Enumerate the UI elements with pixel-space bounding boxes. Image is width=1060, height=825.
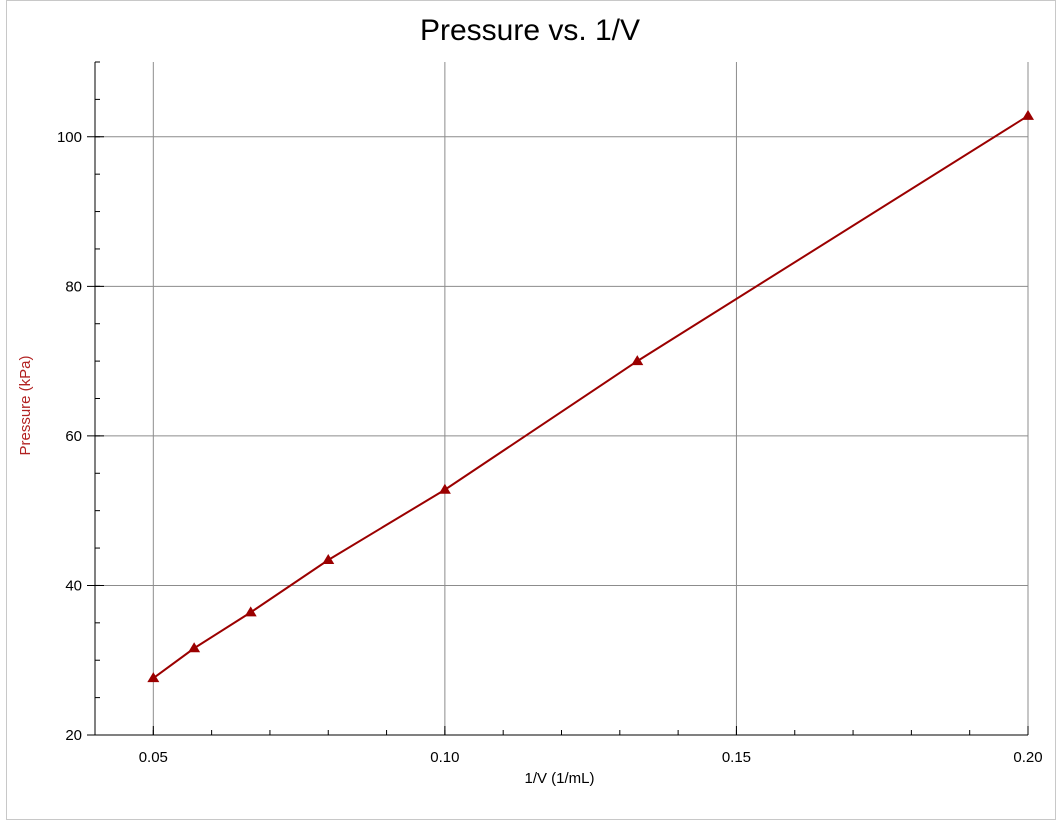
grid [95, 62, 1029, 735]
x-tick-label: 0.20 [1013, 749, 1042, 766]
x-tick-label: 0.05 [139, 749, 168, 766]
data-point-marker [188, 642, 201, 653]
data-point-marker [1022, 109, 1034, 120]
axes: 0.05 0.10 0.15 0.20 20 40 60 80 100 [57, 61, 1043, 766]
series [147, 109, 1034, 683]
x-tick-label: 0.15 [722, 749, 751, 766]
data-point-marker [631, 355, 644, 366]
chart-title: Pressure vs. 1/V [419, 14, 641, 47]
y-axis-label: Pressure (kPa) [17, 355, 34, 455]
data-point-marker [322, 554, 335, 565]
x-tick-label: 0.10 [430, 749, 459, 766]
y-tick-label: 80 [65, 278, 82, 295]
x-axis-label: 1/V (1/mL) [524, 770, 594, 787]
data-point-marker [244, 606, 257, 617]
y-tick-label: 20 [65, 727, 82, 744]
y-tick-label: 40 [65, 577, 82, 594]
series-line [152, 114, 1029, 679]
y-tick-label: 60 [65, 428, 82, 445]
data-point-marker [438, 483, 451, 494]
y-tick-label: 100 [57, 129, 82, 146]
data-point-marker [147, 672, 160, 683]
